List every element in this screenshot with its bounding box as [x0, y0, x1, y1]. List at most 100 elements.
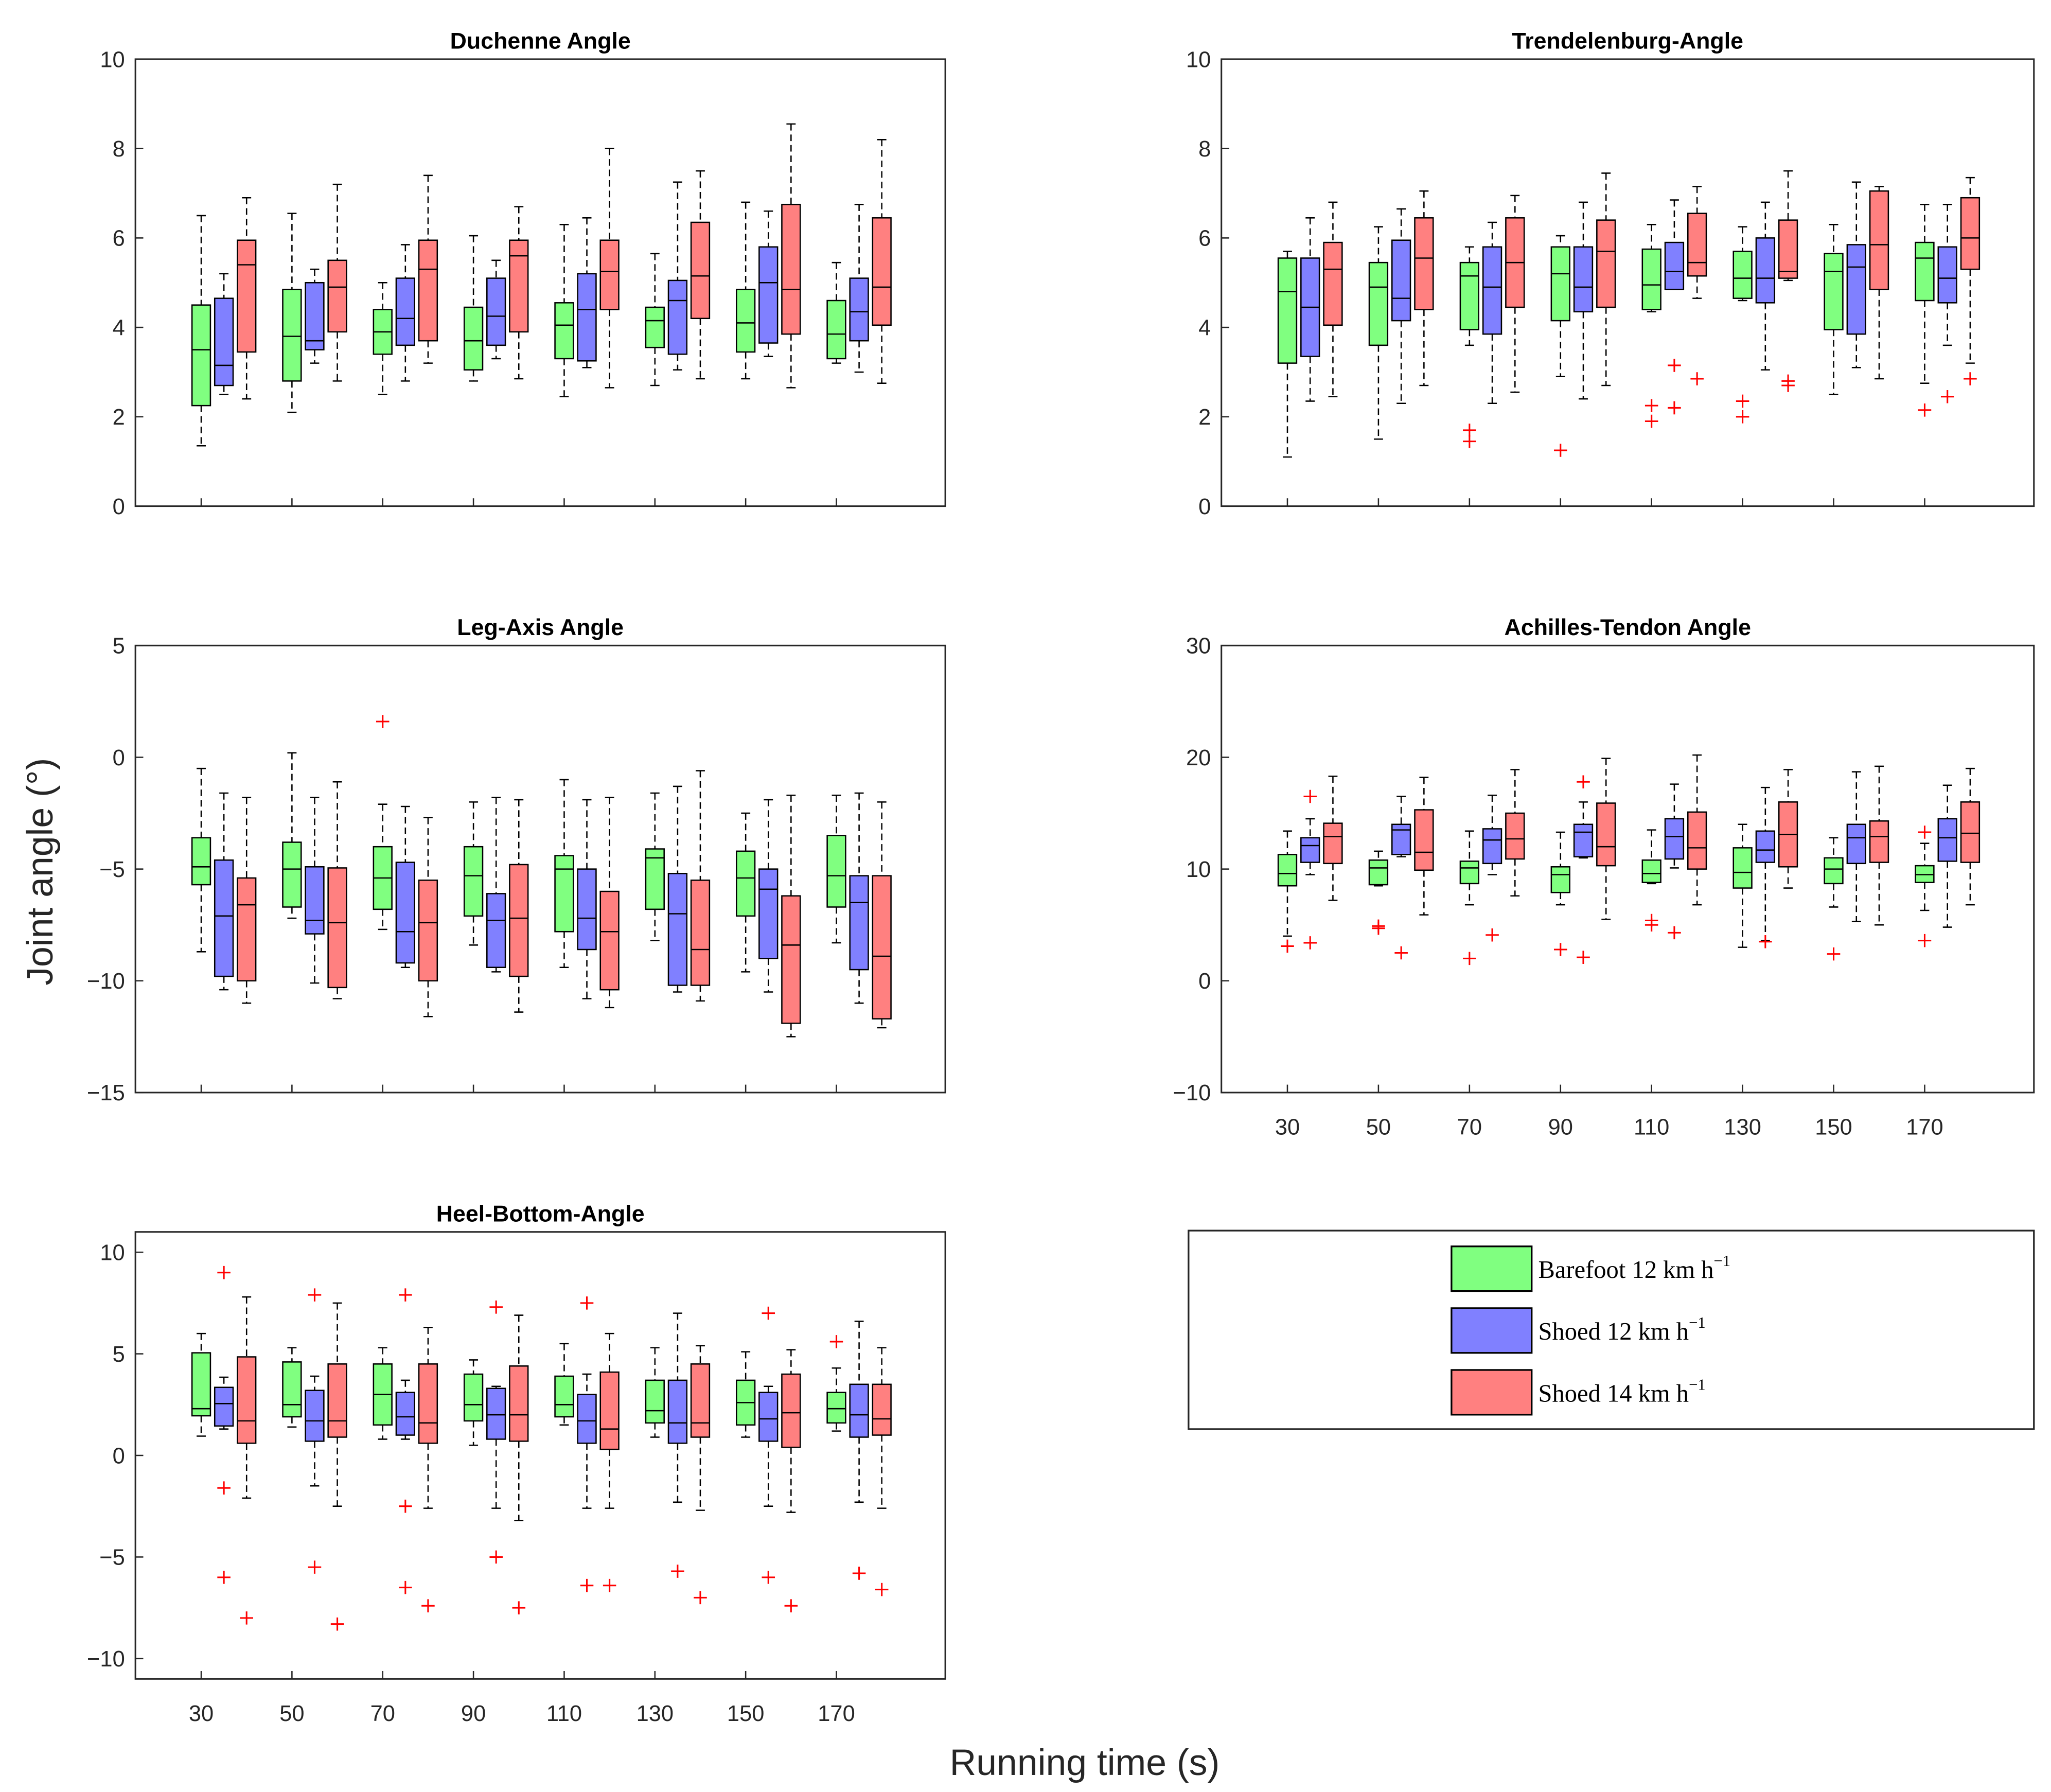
box	[1368, 261, 1389, 346]
box	[599, 1371, 620, 1450]
outlier-marker	[1645, 913, 1658, 927]
outlier-marker	[1463, 424, 1476, 437]
box-2-170	[872, 801, 892, 1029]
outlier-marker	[240, 1611, 253, 1625]
outlier-marker	[217, 1481, 231, 1495]
box-0-30	[1277, 830, 1298, 953]
legend-label-text: Shoed 14 km h	[1539, 1380, 1689, 1407]
box	[1550, 246, 1570, 322]
box	[758, 868, 779, 959]
y-tick-label: 0	[113, 495, 125, 519]
box	[1596, 219, 1616, 308]
box	[463, 306, 484, 371]
box-1-170	[1937, 784, 1957, 928]
outlier-marker	[217, 1571, 231, 1584]
box-2-50	[1414, 777, 1434, 916]
box-0-30	[191, 215, 211, 447]
box-2-90	[509, 1314, 529, 1614]
box-0-150	[1824, 837, 1844, 961]
outlier-marker	[1281, 939, 1294, 953]
box-1-170	[849, 203, 869, 373]
box	[486, 893, 506, 968]
box	[282, 289, 302, 382]
y-tick-label: 2	[113, 405, 125, 430]
box	[327, 867, 347, 989]
box	[1732, 251, 1753, 299]
box	[1550, 866, 1570, 893]
outlier-marker	[1303, 936, 1317, 950]
box	[486, 1387, 506, 1440]
box	[826, 1392, 846, 1424]
box-0-50	[282, 752, 302, 919]
box-0-150	[735, 812, 756, 973]
box	[599, 890, 620, 991]
box	[327, 259, 347, 333]
box	[305, 1390, 325, 1442]
legend-label: Barefoot 12 km h−1	[1539, 1252, 1731, 1284]
outlier-marker	[1463, 952, 1476, 965]
y-tick-label: −5	[99, 857, 125, 882]
box-0-110	[1641, 829, 1661, 932]
box	[577, 868, 597, 951]
legend-label-superscript: −1	[1689, 1376, 1706, 1393]
box	[781, 895, 801, 1024]
outlier-marker	[603, 1578, 616, 1592]
box	[305, 282, 325, 350]
y-tick-label: 10	[100, 1241, 125, 1266]
outlier-marker	[1577, 775, 1590, 789]
box	[1368, 859, 1389, 886]
x-tick-label: 130	[636, 1701, 674, 1726]
box-0-50	[1368, 226, 1389, 440]
outlier-marker	[671, 1565, 684, 1578]
box-2-110	[599, 1332, 620, 1592]
box-1-50	[1391, 796, 1411, 960]
x-tick-label: 50	[1366, 1115, 1391, 1140]
x-tick-label: 150	[1815, 1115, 1852, 1140]
box-2-70	[418, 817, 438, 1017]
box	[327, 1363, 347, 1438]
box	[1755, 830, 1776, 863]
box	[667, 279, 688, 355]
y-tick-label: 6	[1198, 226, 1211, 251]
box	[1459, 261, 1480, 330]
box	[395, 1392, 415, 1436]
plot-area	[134, 58, 946, 507]
box-0-150	[735, 1351, 756, 1438]
y-tick-label: 8	[113, 137, 125, 162]
panel-trendelenburg-angle: Trendelenburg-Angle 0 2 4 6 8 10	[1186, 29, 2035, 519]
box	[1937, 818, 1957, 862]
box	[463, 1373, 484, 1422]
legend-label: Shoed 12 km h−1	[1539, 1314, 1706, 1345]
box	[690, 221, 711, 320]
box-2-90	[1596, 172, 1616, 386]
box	[849, 1383, 869, 1438]
outlier-marker	[217, 1266, 231, 1279]
outlier-marker	[762, 1571, 775, 1584]
outlier-marker	[1918, 403, 1932, 417]
legend-entry-0: Barefoot 12 km h−1	[1451, 1245, 1731, 1292]
outlier-marker	[694, 1591, 707, 1605]
x-tick-label: 30	[1275, 1115, 1300, 1140]
box	[1323, 241, 1343, 326]
box	[191, 1352, 211, 1417]
outlier-marker	[1690, 372, 1704, 385]
box	[1960, 801, 1981, 863]
panel-title: Leg-Axis Angle	[457, 615, 624, 640]
outlier-marker	[580, 1296, 594, 1310]
y-tick-label: 10	[1186, 857, 1211, 882]
box-2-30	[1323, 776, 1343, 901]
box	[1869, 820, 1889, 863]
x-tick-label: 30	[189, 1701, 214, 1726]
box	[872, 1383, 892, 1436]
plot-area	[1221, 644, 2035, 1094]
outlier-marker	[1303, 789, 1317, 803]
box-0-170	[826, 261, 846, 364]
y-tick-label: 0	[1198, 969, 1211, 994]
box-2-110	[599, 148, 620, 389]
box	[1778, 219, 1798, 279]
box	[1755, 237, 1776, 304]
y-tick-label: 6	[113, 226, 125, 251]
box-1-90	[1573, 201, 1594, 400]
box	[872, 217, 892, 326]
